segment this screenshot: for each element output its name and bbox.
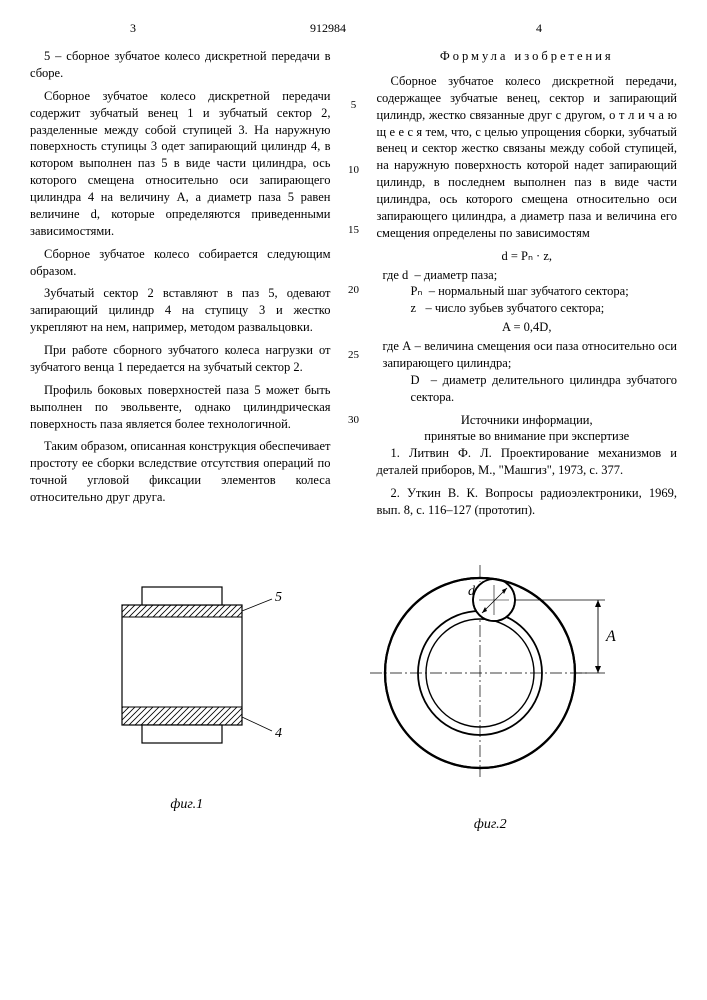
fig2-label: фиг.2 xyxy=(350,816,630,835)
figure-2: d A фиг.2 xyxy=(350,555,630,835)
dim-A: A xyxy=(605,628,616,645)
page-number-right: 4 xyxy=(536,20,542,36)
figures-row: 5 4 фиг.1 xyxy=(30,555,677,835)
para: Таким образом, описанная конструкция обе… xyxy=(30,438,331,506)
line-num: 5 xyxy=(345,98,363,113)
formula: d = Pₙ · z, xyxy=(377,248,678,265)
where-line: где d – диаметр паза; xyxy=(383,267,678,284)
para: Профиль боковых поверхностей паза 5 може… xyxy=(30,382,331,433)
para: Зубчатый сектор 2 вставляют в паз 5, оде… xyxy=(30,285,331,336)
text-columns: 5 – сборное зубчатое колесо дискретной п… xyxy=(30,48,677,525)
line-num: 25 xyxy=(345,348,363,363)
where-line: z – число зубьев зубчатого сектора; xyxy=(411,300,678,317)
para: При работе сборного зубчатого колеса наг… xyxy=(30,342,331,376)
left-column: 5 – сборное зубчатое колесо дискретной п… xyxy=(30,48,331,525)
callout-5: 5 xyxy=(275,590,282,605)
dim-d: d xyxy=(468,584,476,599)
right-column: Формула изобретения Сборное зубчатое кол… xyxy=(377,48,678,525)
fig1-label: фиг.1 xyxy=(77,796,297,815)
para: Сборное зубчатое колесо собирается следу… xyxy=(30,246,331,280)
line-num: 15 xyxy=(345,223,363,238)
callout-4: 4 xyxy=(275,726,282,741)
line-num: 20 xyxy=(345,283,363,298)
formula: A = 0,4D, xyxy=(377,319,678,336)
where-line: где A – величина смещения оси паза относ… xyxy=(383,338,678,372)
document-number: 912984 xyxy=(310,20,346,36)
fig1-svg: 5 4 xyxy=(77,555,297,785)
where-line: D – диаметр делительного цилиндра зубчат… xyxy=(411,372,678,406)
source-item: 2. Уткин В. К. Вопросы радиоэлектроники,… xyxy=(377,485,678,519)
claims-title: Формула изобретения xyxy=(377,48,678,65)
where-line: Pₙ – нормальный шаг зубчатого сектора; xyxy=(411,283,678,300)
para: 5 – сборное зубчатое колесо дискретной п… xyxy=(30,48,331,82)
sources-heading: Источники информации, xyxy=(377,412,678,429)
claim-para: Сборное зубчатое колесо дискретной перед… xyxy=(377,73,678,242)
page-number-left: 3 xyxy=(130,20,136,36)
figure-1: 5 4 фиг.1 xyxy=(77,555,297,835)
sources-heading: принятые во внимание при экспертизе xyxy=(377,428,678,445)
line-numbers: 5 10 15 20 25 30 xyxy=(345,48,363,525)
para: Сборное зубчатое колесо дискретной перед… xyxy=(30,88,331,240)
fig2-svg: d A xyxy=(350,555,630,805)
line-num: 10 xyxy=(345,163,363,178)
source-item: 1. Литвин Ф. Л. Проектирование механизмо… xyxy=(377,445,678,479)
line-num: 30 xyxy=(345,413,363,428)
page-header: 3 912984 4 xyxy=(30,20,677,40)
